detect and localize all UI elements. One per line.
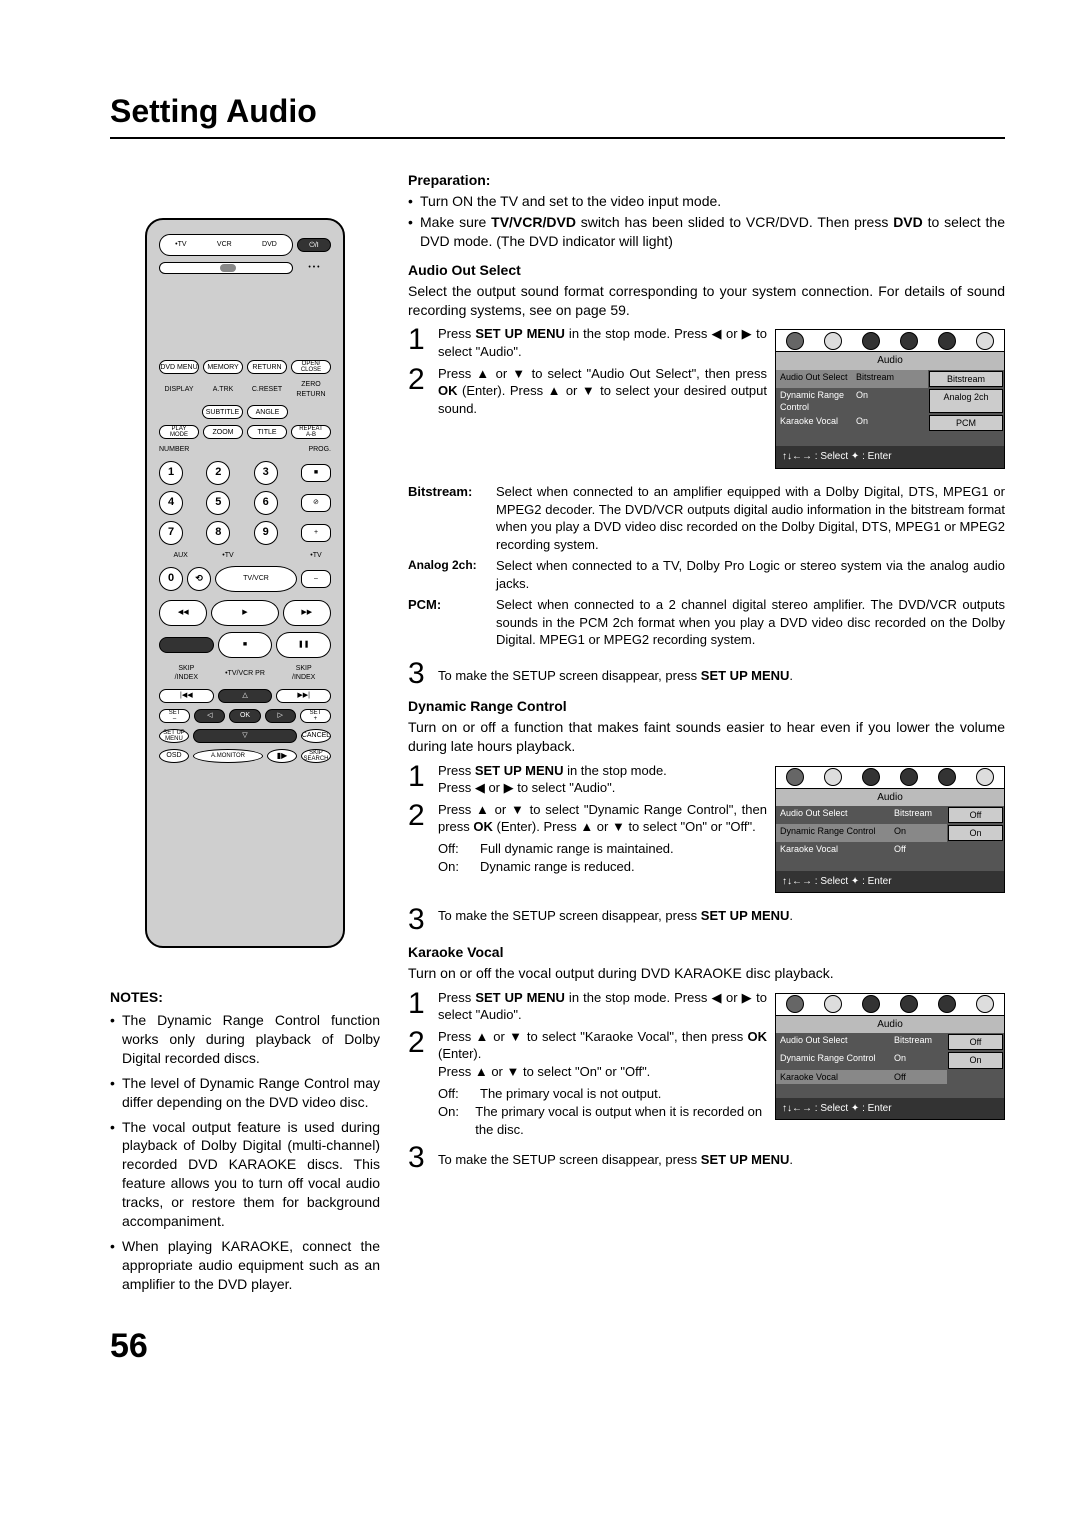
osd-menu-karaoke: Audio Audio Out SelectBitstreamOff Dynam… bbox=[775, 993, 1005, 1120]
notes-list: The Dynamic Range Control function works… bbox=[110, 1011, 380, 1293]
note-item: The vocal output feature is used during … bbox=[110, 1118, 380, 1231]
left-column: •TV VCR DVD ⏻/I • • • DVD MENU MEMORY RE… bbox=[110, 163, 380, 1299]
prep-heading: Preparation: bbox=[408, 171, 1005, 190]
remote-control-diagram: •TV VCR DVD ⏻/I • • • DVD MENU MEMORY RE… bbox=[145, 218, 345, 948]
section-intro: Select the output sound format correspon… bbox=[408, 282, 1005, 320]
step-1: 1 Press SET UP MENU in the stop mode.Pre… bbox=[408, 762, 767, 797]
section-intro: Turn on or off a function that makes fai… bbox=[408, 718, 1005, 756]
definitions: Bitstream:Select when connected to an am… bbox=[408, 483, 1005, 649]
step-2: 2 Press ▲ or ▼ to select "Karaoke Vocal"… bbox=[408, 1028, 767, 1081]
step-3: 3 To make the SETUP screen disappear, pr… bbox=[408, 659, 1005, 689]
notes-heading: NOTES: bbox=[110, 988, 380, 1007]
step-1: 1 Press SET UP MENU in the stop mode. Pr… bbox=[408, 325, 767, 360]
step-3: 3 To make the SETUP screen disappear, pr… bbox=[408, 905, 1005, 935]
step-2: 2 Press ▲ or ▼ to select "Audio Out Sele… bbox=[408, 365, 767, 418]
osd-menu-drc: Audio Audio Out SelectBitstreamOff Dynam… bbox=[775, 766, 1005, 893]
step-1: 1 Press SET UP MENU in the stop mode. Pr… bbox=[408, 989, 767, 1024]
section-heading: Dynamic Range Control bbox=[408, 697, 1005, 716]
prep-item: Turn ON the TV and set to the video inpu… bbox=[408, 192, 1005, 211]
prep-list: Turn ON the TV and set to the video inpu… bbox=[408, 192, 1005, 251]
prep-item: Make sure TV/VCR/DVD switch has been sli… bbox=[408, 213, 1005, 251]
note-item: The Dynamic Range Control function works… bbox=[110, 1011, 380, 1068]
title-rule bbox=[110, 137, 1005, 139]
content-columns: •TV VCR DVD ⏻/I • • • DVD MENU MEMORY RE… bbox=[110, 163, 1005, 1299]
section-heading: Audio Out Select bbox=[408, 261, 1005, 280]
right-column: Preparation: Turn ON the TV and set to t… bbox=[408, 163, 1005, 1299]
note-item: The level of Dynamic Range Control may d… bbox=[110, 1074, 380, 1112]
osd-menu-audio-out: Audio Audio Out SelectBitstreamBitstream… bbox=[775, 329, 1005, 469]
page-number: 56 bbox=[110, 1324, 1005, 1370]
step-3: 3 To make the SETUP screen disappear, pr… bbox=[408, 1143, 1005, 1173]
step-2: 2 Press ▲ or ▼ to select "Dynamic Range … bbox=[408, 801, 767, 836]
section-heading: Karaoke Vocal bbox=[408, 943, 1005, 962]
page-title: Setting Audio bbox=[110, 90, 1005, 133]
note-item: When playing KARAOKE, connect the approp… bbox=[110, 1237, 380, 1294]
section-intro: Turn on or off the vocal output during D… bbox=[408, 964, 1005, 983]
